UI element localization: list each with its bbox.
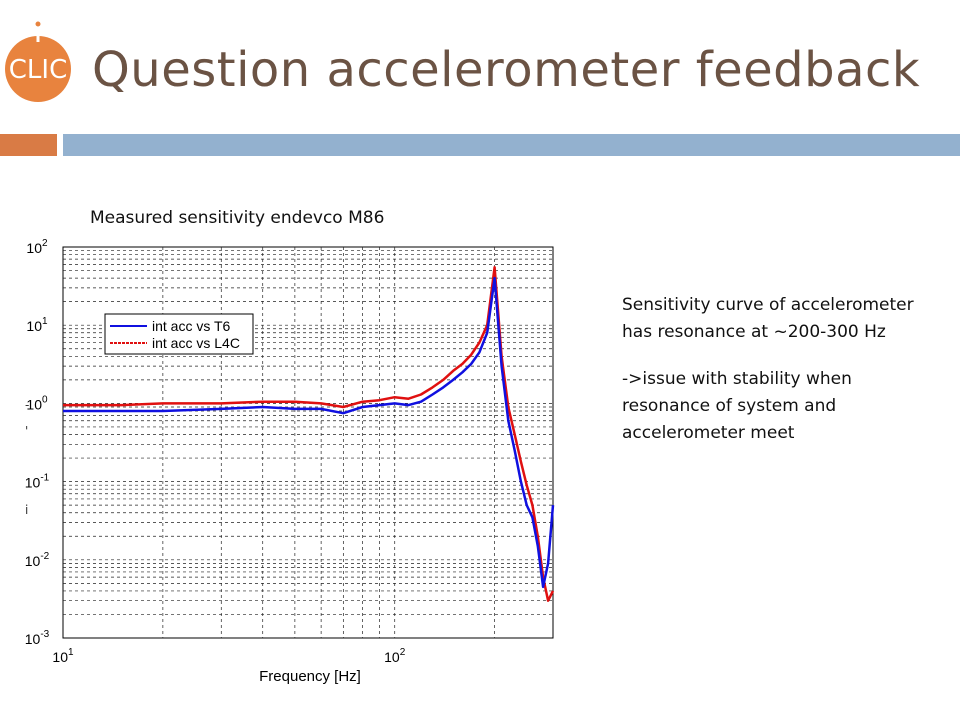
frequency-response-chart: 101 102 102 101 100 10-1 10-2 10-3 Frequency [Hz… — [25, 238, 555, 685]
series-line — [63, 276, 555, 589]
logo-dot — [33, 19, 43, 29]
y-tick-label: 101 — [26, 316, 48, 334]
legend-label: int acc vs T6 — [152, 318, 231, 334]
y-tick-label: 10-1 — [25, 473, 50, 491]
series-line — [63, 266, 555, 602]
x-tick-label: 102 — [384, 647, 406, 665]
clic-logo: CLIC — [0, 14, 80, 104]
accent-bar-blue — [63, 134, 960, 156]
legend-label: int acc vs L4C — [152, 335, 240, 351]
logo-text: CLIC — [9, 55, 67, 85]
slide-title: Question accelerometer feedback — [92, 42, 921, 98]
chart-caption: Measured sensitivity endevco M86 — [90, 208, 385, 228]
x-axis-label: Frequency [Hz] — [259, 668, 361, 685]
margin-mark: - — [25, 398, 30, 412]
description-text: Sensitivity curve of accelerometer has r… — [622, 292, 922, 467]
description-paragraph: Sensitivity curve of accelerometer has r… — [622, 295, 914, 342]
logo-circle — [5, 36, 71, 102]
margin-mark: ' — [25, 424, 29, 438]
y-tick-label: 10-3 — [25, 629, 50, 647]
x-tick-label: 101 — [52, 647, 74, 665]
plot-frame — [62, 246, 554, 639]
description-paragraph: ->issue with stability when resonance of… — [622, 369, 852, 443]
y-tick-label: 100 — [26, 394, 48, 412]
y-tick-label: 10-2 — [25, 551, 50, 569]
y-tick-label: 102 — [26, 238, 48, 256]
legend-box — [104, 313, 254, 355]
accent-bar-orange — [0, 134, 57, 156]
margin-mark: i — [25, 503, 29, 517]
